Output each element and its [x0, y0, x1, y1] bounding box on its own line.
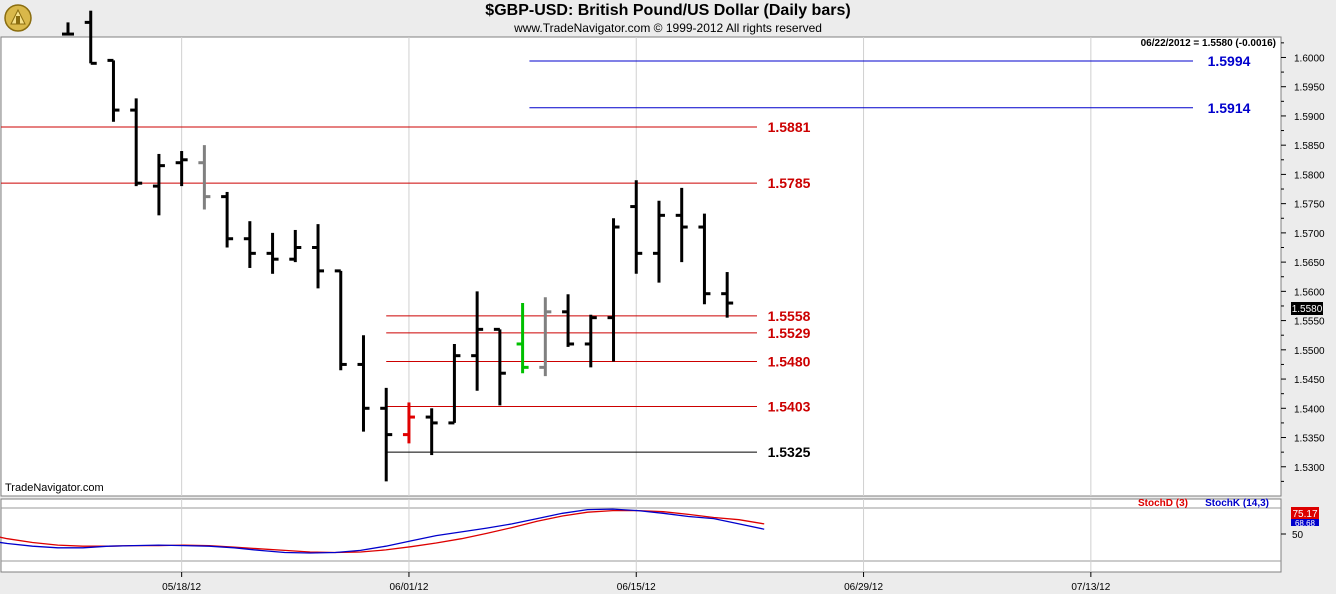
ohlc-bar: [562, 294, 575, 347]
date-axis: 05/18/12 06/01/12 06/15/12 06/29/12 07/13/12: [162, 572, 1111, 593]
level-label-1.5914: 1.5914: [1208, 100, 1251, 116]
level-label-1.5881: 1.5881: [768, 119, 811, 135]
last-price-marker: [1291, 302, 1323, 315]
ohlc-bar: [698, 213, 711, 305]
trade-navigator-logo-icon: [2, 2, 34, 34]
chart-title: $GBP-USD: British Pound/US Dollar (Daily…: [485, 2, 851, 19]
ohlc-bar: [84, 10, 97, 65]
stochk-value-marker: [1291, 519, 1319, 526]
x-tick-label: 07/13/12: [1071, 582, 1110, 593]
y-tick-label: 1.5700: [1294, 229, 1325, 240]
ohlc-bar: [357, 335, 370, 432]
y-tick-label: 1.5800: [1294, 170, 1325, 181]
y-tick-label: 1.5850: [1294, 141, 1325, 152]
ohlc-bar: [152, 153, 165, 216]
ohlc-bars: [62, 10, 734, 482]
level-label-1.5480: 1.5480: [768, 354, 811, 370]
ohlc-bar: [539, 297, 552, 377]
ohlc-bar: [630, 180, 643, 274]
ohlc-bar: [721, 272, 734, 318]
ohlc-bar: [493, 327, 506, 406]
y-tick-label: 1.5750: [1294, 200, 1325, 211]
y-tick-label: 1.5950: [1294, 83, 1325, 94]
stochd-value-marker: [1291, 507, 1319, 519]
y-tick-label: 1.5550: [1294, 317, 1325, 328]
ohlc-bar: [130, 98, 143, 187]
ohlc-bar: [675, 187, 688, 263]
price-readout: 06/22/2012 = 1.5580 (-0.0016): [1141, 38, 1276, 49]
ohlc-bar: [312, 224, 325, 289]
ohlc-bar: [380, 387, 393, 482]
ohlc-bar: [516, 303, 529, 374]
chart-header: $GBP-USD: British Pound/US Dollar (Daily…: [0, 0, 1336, 37]
stochd-line: [0, 509, 765, 554]
ohlc-bar: [584, 314, 597, 368]
ohlc-bar: [334, 269, 347, 371]
ohlc-bar: [198, 145, 211, 210]
y-tick-label: 1.5350: [1294, 434, 1325, 445]
x-tick-label: 06/29/12: [844, 582, 883, 593]
y-tick-label: 1.6000: [1294, 53, 1325, 64]
y-tick-label: 1.5450: [1294, 375, 1325, 386]
stochd-legend: StochD (3): [1138, 498, 1188, 509]
price-axis: 1.5300 1.5350 1.5400 1.5450 1.5500 1.5550 1.56…: [1281, 42, 1325, 482]
y-tick-label: 1.5500: [1294, 346, 1325, 357]
ohlc-bar: [425, 408, 438, 456]
stochk-value-label: 68.68: [1295, 519, 1316, 528]
y-tick-label: 1.5650: [1294, 258, 1325, 269]
level-label-1.5403: 1.5403: [768, 399, 811, 415]
stoch-axis-label: 50: [1292, 530, 1304, 541]
ohlc-bar: [266, 232, 279, 274]
stochk-legend: StochK (14,3): [1205, 498, 1269, 509]
y-tick-label: 1.5900: [1294, 112, 1325, 123]
stochk-line: [0, 508, 765, 554]
y-tick-label: 1.5600: [1294, 287, 1325, 298]
ohlc-bar: [652, 200, 665, 283]
last-price-label: 1.5580: [1292, 304, 1323, 315]
level-label-1.5785: 1.5785: [768, 175, 811, 191]
ohlc-bar: [221, 191, 234, 248]
x-tick-label: 06/01/12: [389, 582, 428, 593]
stochd-value-label: 75.17: [1292, 509, 1317, 520]
ohlc-bar: [62, 22, 74, 36]
ohlc-bar: [448, 343, 461, 425]
watermark: TradeNavigator.com: [5, 482, 104, 494]
ohlc-bar: [402, 402, 415, 444]
ohlc-bar: [107, 58, 120, 122]
x-tick-label: 05/18/12: [162, 582, 201, 593]
stochastic-lines: [0, 508, 765, 554]
vertical-gridlines: [181, 37, 1092, 572]
ohlc-bar: [243, 221, 256, 268]
y-tick-label: 1.5300: [1294, 463, 1325, 474]
level-label-1.5994: 1.5994: [1208, 53, 1251, 69]
ohlc-bar: [289, 229, 302, 263]
ohlc-bar: [175, 151, 188, 187]
copyright-notice: www.TradeNavigator.com © 1999-2012 All r…: [514, 21, 822, 35]
price-panel: [0, 36, 1282, 497]
y-tick-label: 1.5400: [1294, 404, 1325, 415]
ohlc-bar: [471, 291, 484, 391]
ohlc-bar: [607, 218, 620, 362]
level-label-1.5529: 1.5529: [768, 325, 811, 341]
level-label-1.5558: 1.5558: [768, 308, 811, 324]
x-tick-label: 06/15/12: [617, 582, 656, 593]
level-label-1.5325: 1.5325: [768, 444, 811, 460]
